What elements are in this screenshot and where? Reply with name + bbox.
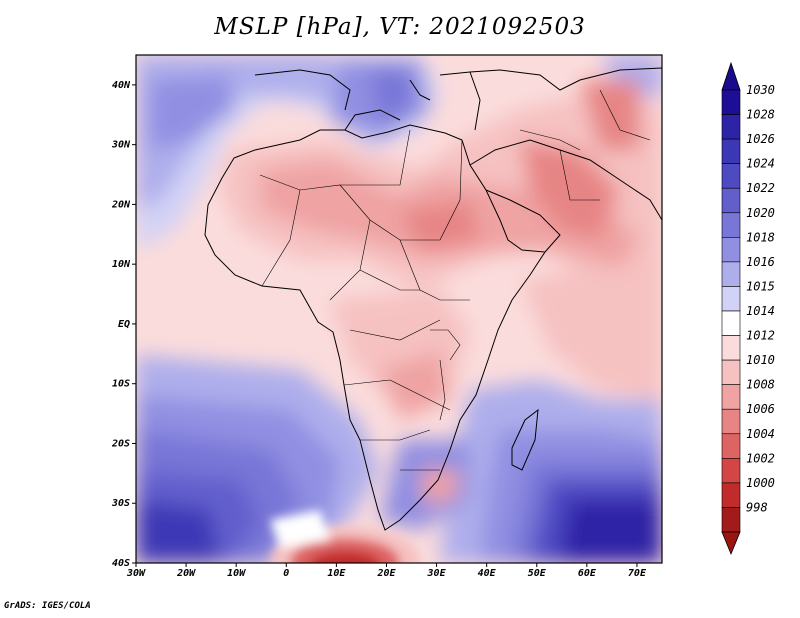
lat-tick-label: 20N bbox=[111, 199, 131, 210]
lon-tick-label: 0 bbox=[283, 568, 289, 579]
colorbar-label: 998 bbox=[746, 500, 768, 514]
colorbar-label: 1024 bbox=[746, 157, 775, 171]
lon-tick-label: 20W bbox=[176, 568, 196, 579]
country-borders bbox=[259, 89, 651, 471]
lat-tick-label: 10S bbox=[112, 379, 130, 390]
latitude-axis: 40N 30N 20N 10N EQ 10S 20S 30S 40S bbox=[111, 80, 136, 569]
colorbar-label: 1000 bbox=[746, 476, 775, 490]
colorbar-swatch bbox=[721, 237, 741, 263]
colorbar-label: 1026 bbox=[746, 132, 775, 146]
colorbar-label: 1010 bbox=[746, 353, 775, 367]
lat-tick-label: 20S bbox=[111, 438, 130, 449]
colorbar-label: 1018 bbox=[746, 230, 775, 244]
lon-tick-label: 20E bbox=[376, 568, 396, 579]
colorbar-swatch bbox=[721, 261, 741, 287]
coastlines bbox=[204, 67, 662, 531]
colorbar-swatch bbox=[721, 408, 741, 435]
colorbar-label: 1028 bbox=[746, 108, 775, 122]
lat-tick-label: 40N bbox=[112, 80, 131, 91]
colorbar-swatch bbox=[721, 433, 741, 459]
chart-title: MSLP [hPa], VT: 2021092503 bbox=[214, 14, 586, 40]
longitude-axis: 30W 20W 10W 0 10E 20E 30E 40E 50E 60E 70E bbox=[126, 563, 647, 579]
lon-tick-label: 60E bbox=[578, 568, 597, 579]
colorbar-label: 1030 bbox=[746, 83, 775, 97]
colorbar-swatch bbox=[721, 286, 741, 312]
grads-credit: GrADS: IGES/COLA bbox=[4, 601, 91, 611]
colorbar-label: 1004 bbox=[746, 427, 775, 441]
colorbar-label: 1012 bbox=[746, 329, 775, 343]
colorbar-swatch bbox=[721, 212, 741, 238]
colorbar-top-arrow bbox=[721, 61, 741, 91]
colorbar-label: 1020 bbox=[746, 206, 775, 220]
colorbar-swatch bbox=[721, 359, 741, 385]
colorbar-label: 1022 bbox=[746, 181, 775, 195]
colorbar-label: 1002 bbox=[746, 451, 775, 465]
colorbar-swatch bbox=[721, 163, 741, 189]
colorbar-swatch bbox=[721, 114, 741, 140]
lon-tick-label: 10E bbox=[327, 568, 346, 579]
lat-tick-label: 30N bbox=[111, 140, 131, 151]
colorbar-label: 1015 bbox=[746, 279, 775, 293]
plot-frame bbox=[135, 54, 663, 564]
colorbar-swatch bbox=[721, 507, 741, 533]
lon-tick-label: 50E bbox=[528, 568, 547, 579]
colorbar-swatch bbox=[721, 482, 741, 508]
colorbar-label: 1016 bbox=[746, 255, 775, 269]
colorbar-swatch bbox=[721, 458, 741, 484]
colorbar-swatch bbox=[721, 187, 741, 214]
colorbar-label: 1008 bbox=[746, 378, 775, 392]
lon-tick-label: 10W bbox=[227, 568, 246, 579]
colorbar: 1030 1028 1026 1024 1022 1020 1018 1016 1015 1014… bbox=[721, 61, 775, 556]
colorbar-bottom-arrow bbox=[721, 531, 741, 556]
colorbar-swatch bbox=[721, 335, 741, 361]
colorbar-swatch bbox=[721, 310, 741, 336]
colorbar-swatch bbox=[721, 384, 741, 410]
colorbar-label: 1006 bbox=[746, 402, 775, 416]
lon-tick-label: 30W bbox=[126, 568, 146, 579]
lon-tick-label: 40E bbox=[478, 568, 497, 579]
lat-tick-label: 30S bbox=[111, 498, 130, 509]
lon-tick-label: 30E bbox=[427, 568, 447, 579]
lat-tick-label: 40S bbox=[112, 558, 130, 569]
colorbar-label: 1014 bbox=[746, 304, 775, 318]
colorbar-swatch bbox=[721, 89, 741, 115]
lon-tick-label: 70E bbox=[628, 568, 647, 579]
lat-tick-label: 10N bbox=[112, 259, 131, 270]
lat-tick-label: EQ bbox=[118, 319, 130, 330]
colorbar-swatch bbox=[721, 138, 741, 164]
pressure-field bbox=[136, 55, 662, 563]
